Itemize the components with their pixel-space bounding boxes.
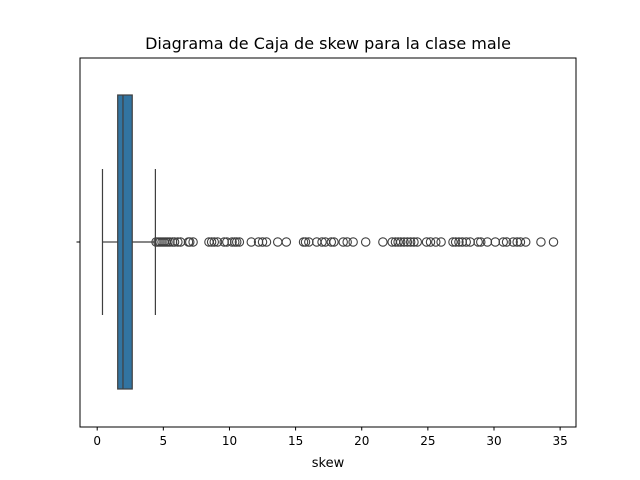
outlier-point [326, 237, 337, 247]
outlier-point [548, 237, 559, 247]
outlier-point [536, 237, 546, 247]
outlier-point [402, 237, 413, 247]
outlier-point [360, 237, 371, 247]
outlier-point [405, 237, 416, 247]
outlier-point [515, 237, 526, 247]
x-tick-label: 20 [354, 434, 369, 448]
outlier-point [520, 237, 531, 247]
chart-title: Diagrama de Caja de skew para la clase m… [145, 34, 511, 53]
outlier-point [257, 237, 268, 247]
outlier-point [378, 237, 388, 247]
outlier-point [508, 237, 518, 247]
outlier-point [436, 237, 446, 247]
outlier-point [348, 237, 358, 247]
outlier-point [169, 237, 180, 247]
iqr-box [117, 94, 133, 390]
outlier-point [498, 237, 509, 247]
x-axis-label: skew [312, 456, 345, 471]
x-tick-label: 35 [552, 434, 567, 448]
x-axis-ticks: 0 5 10 15 20 25 30 35 [93, 427, 568, 448]
outlier-point [448, 237, 458, 247]
outlier-point [431, 237, 441, 247]
outlier-point [212, 237, 223, 247]
outlier-point [234, 237, 245, 247]
outlier-point [473, 237, 483, 247]
x-tick-label: 30 [486, 434, 501, 448]
outlier-point [185, 237, 195, 247]
outlier-point [501, 237, 512, 247]
outlier-point [206, 237, 217, 247]
outlier-point [409, 237, 419, 247]
outlier-point [399, 237, 409, 247]
outlier-point [454, 237, 464, 247]
outlier-point [317, 237, 327, 247]
outlier-point [227, 237, 237, 247]
outlier-point [461, 237, 471, 247]
outlier-point [281, 237, 292, 247]
x-tick-label: 15 [288, 434, 303, 448]
outlier-layer [151, 237, 559, 247]
x-tick-label: 25 [420, 434, 435, 448]
outlier-point [342, 237, 352, 247]
outlier-point [246, 237, 257, 247]
outlier-point [421, 237, 432, 247]
outlier-point [188, 237, 198, 247]
outlier-point [209, 237, 220, 247]
outlier-point [450, 237, 461, 247]
outlier-point [261, 237, 272, 247]
outlier-point [300, 237, 311, 247]
box-layer [101, 94, 156, 390]
x-tick-label: 5 [160, 434, 168, 448]
outlier-point [329, 237, 339, 247]
outlier-point [412, 237, 423, 247]
outlier-point [338, 237, 348, 247]
x-tick-label: 0 [93, 434, 101, 448]
outlier-point [395, 237, 406, 247]
outlier-point [231, 237, 242, 247]
outlier-point [393, 237, 403, 247]
outlier-point [173, 237, 183, 247]
x-tick-label: 10 [222, 434, 237, 448]
outlier-point [476, 237, 486, 247]
outlier-point [425, 237, 436, 247]
